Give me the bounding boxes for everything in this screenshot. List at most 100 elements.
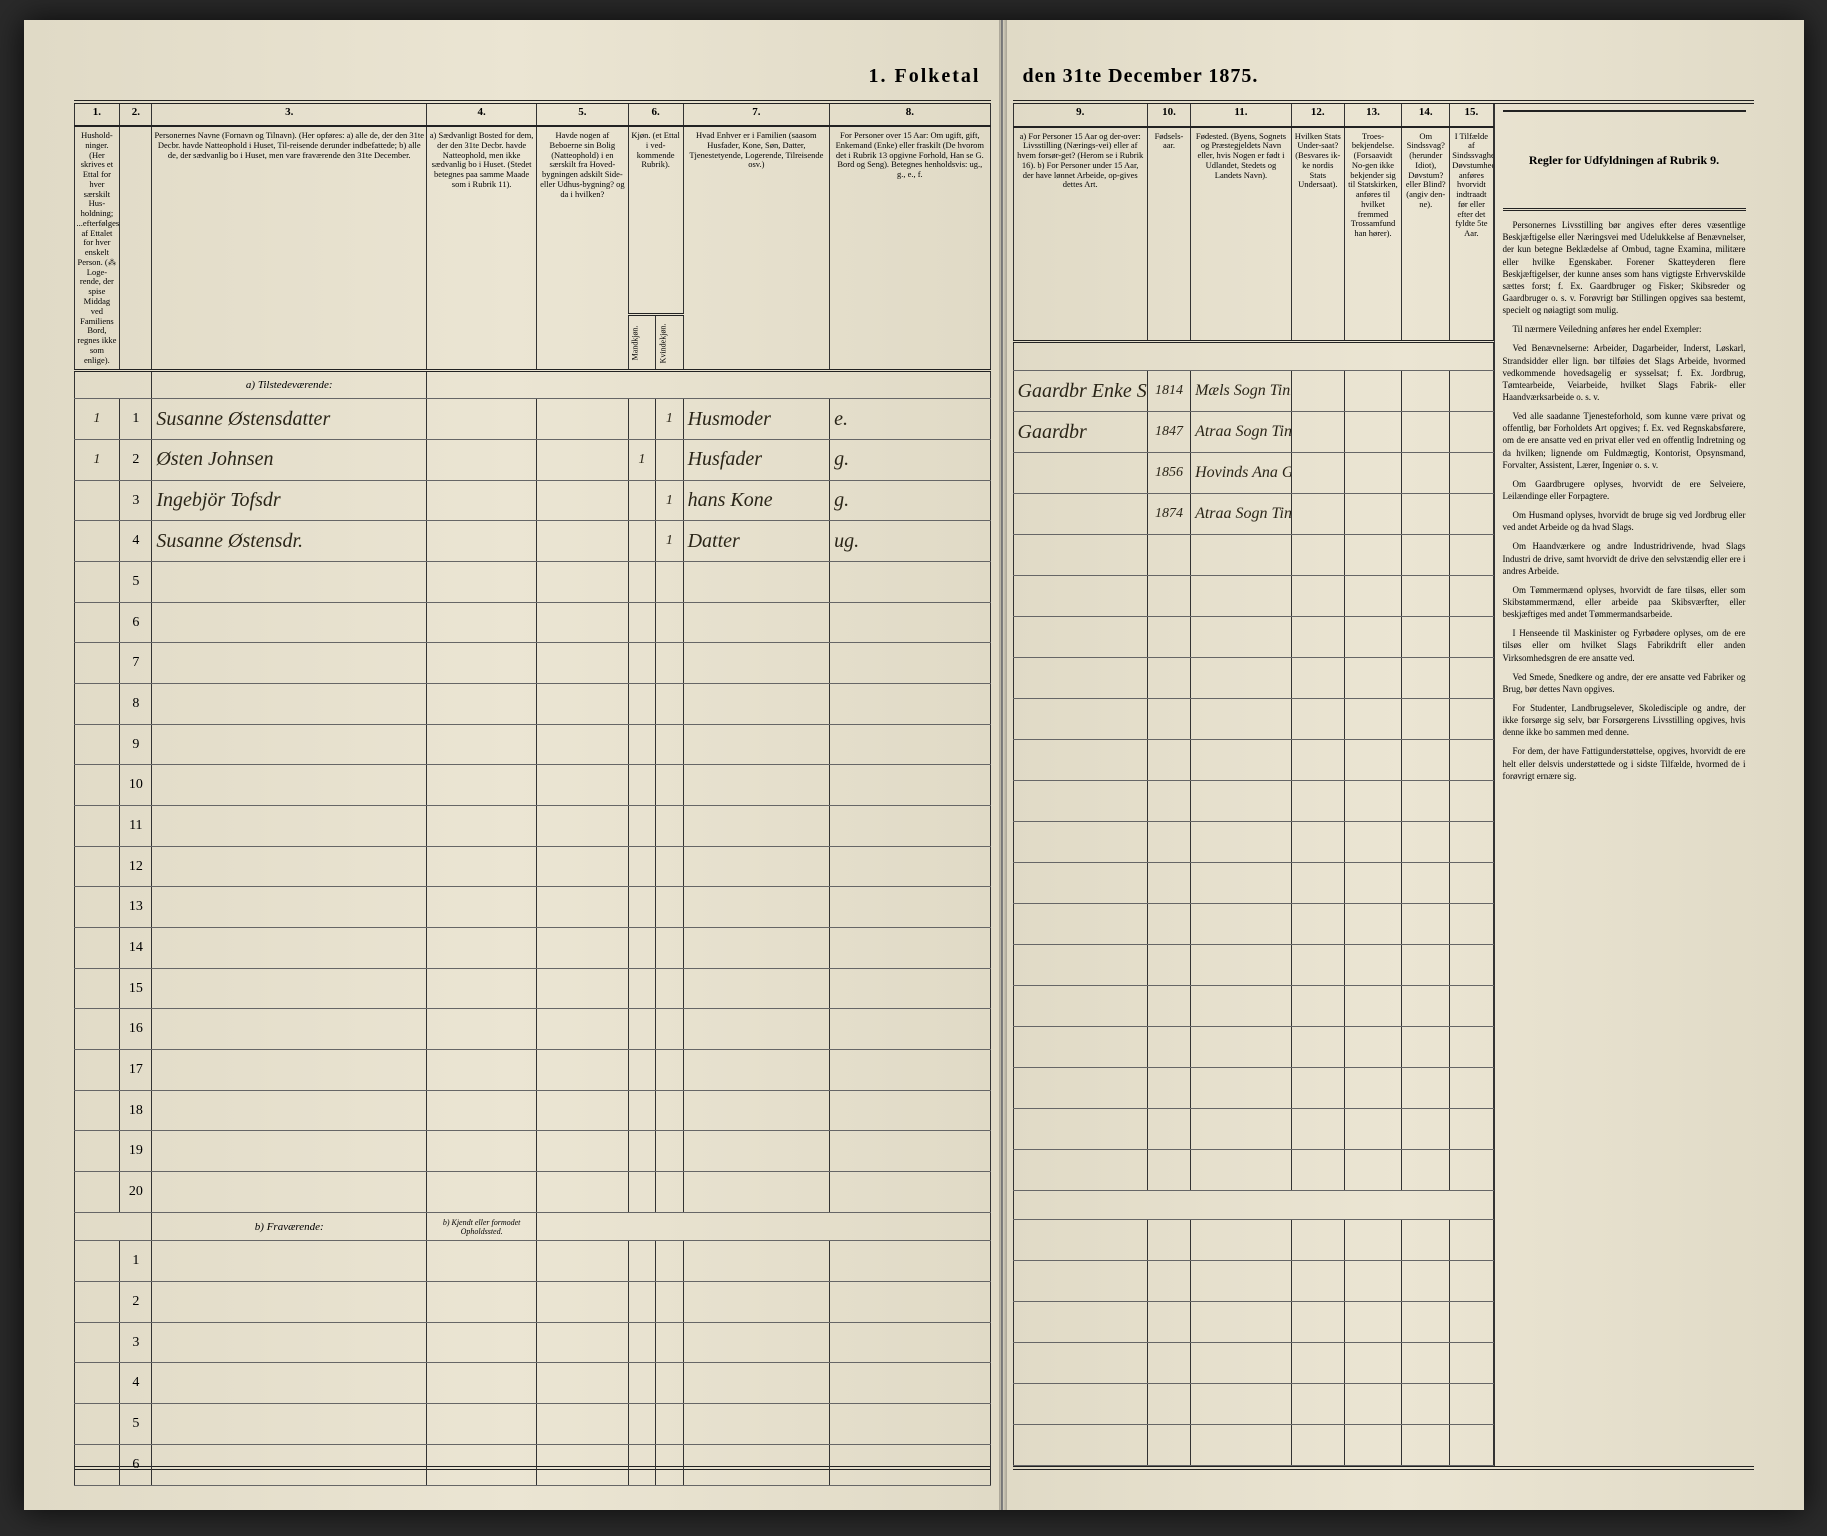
cell-name: Susanne Østensdatter <box>152 399 427 440</box>
cell-relation <box>683 602 830 643</box>
cell-female <box>656 928 683 969</box>
cell-residence <box>427 765 537 806</box>
cell-name: Ingebjör Tofsdr <box>152 480 427 521</box>
table-row <box>1013 1027 1493 1068</box>
cell-faith <box>1344 699 1402 740</box>
col-num: 7. <box>683 104 830 126</box>
header-household: Hushold-ninger. (Her skrives et Ettal fo… <box>74 126 120 371</box>
cell-name <box>152 887 427 928</box>
cell-outbuilding <box>537 928 629 969</box>
header-nationality: Hvilken Stats Under-saat? (Besvares ik-k… <box>1291 127 1344 342</box>
cell-birthplace <box>1191 740 1292 781</box>
cell-disability <box>1402 699 1450 740</box>
cell-household <box>74 765 120 806</box>
right-page: den 31te December 1875. 9. 10. 11. 12. 1… <box>1003 20 1804 1510</box>
cell-occupation <box>1013 453 1147 494</box>
cell-rownum: 16 <box>120 1009 152 1050</box>
cell-occupation <box>1013 494 1147 535</box>
cell-outbuilding <box>537 399 629 440</box>
cell-marital <box>830 562 990 603</box>
cell-disability <box>1402 453 1450 494</box>
cell-birthyear <box>1147 535 1190 576</box>
instruction-paragraph: Ved Smede, Snedkere og andre, der ere an… <box>1503 671 1746 695</box>
table-row: 20 <box>74 1172 990 1213</box>
header-female: Kvindekjøn. <box>656 315 683 371</box>
cell-occupation <box>1013 658 1147 699</box>
cell-faith <box>1344 576 1402 617</box>
cell-female <box>656 684 683 725</box>
cell-household <box>74 887 120 928</box>
cell-female <box>656 643 683 684</box>
cell-residence <box>427 968 537 1009</box>
cell-rownum: 13 <box>120 887 152 928</box>
cell-name <box>152 562 427 603</box>
cell-disability-age <box>1450 1109 1493 1150</box>
cell-household: 1 <box>74 440 120 481</box>
cell-disability <box>1402 740 1450 781</box>
cell-faith <box>1344 863 1402 904</box>
cell-disability-age <box>1450 822 1493 863</box>
cell-marital <box>830 684 990 725</box>
cell-female <box>656 887 683 928</box>
cell-residence <box>427 846 537 887</box>
table-row: 14 <box>74 928 990 969</box>
cell-disability-age <box>1450 863 1493 904</box>
left-table: 1. 2. 3. 4. 5. 6. 7. 8. Hushold-ninger. … <box>74 100 991 1470</box>
cell-disability <box>1402 1027 1450 1068</box>
table-row: Gaardbr Enke Selveier1814Mæls Sogn Tinne… <box>1013 371 1493 412</box>
table-row <box>1013 740 1493 781</box>
table-row: 12Østen Johnsen1Husfaderg. <box>74 440 990 481</box>
cell-disability <box>1402 576 1450 617</box>
cell-outbuilding <box>537 765 629 806</box>
cell-household <box>74 562 120 603</box>
cell-birthplace <box>1191 822 1292 863</box>
cell-male <box>628 1172 655 1213</box>
table-row: 6 <box>74 1444 990 1485</box>
table-row: 5 <box>74 1404 990 1445</box>
cell-relation <box>683 1090 830 1131</box>
cell-outbuilding <box>537 1090 629 1131</box>
header-disability-age: I Tilfælde af Sindssvaghed, Døvstumhed a… <box>1450 127 1493 342</box>
instruction-paragraph: I Henseende til Maskinister og Fyrbødere… <box>1503 627 1746 663</box>
cell-female <box>656 724 683 765</box>
cell-relation <box>683 806 830 847</box>
table-row: 6 <box>74 602 990 643</box>
cell-outbuilding <box>537 968 629 1009</box>
cell-household <box>74 602 120 643</box>
table-row <box>1013 699 1493 740</box>
cell-outbuilding <box>537 724 629 765</box>
cell-birthplace <box>1191 617 1292 658</box>
cell-faith <box>1344 945 1402 986</box>
census-ledger-spread: 1. Folketal 1. 2. 3. 4. 5. 6. 7. 8. <box>24 20 1804 1510</box>
cell-birthyear <box>1147 1109 1190 1150</box>
cell-male <box>628 684 655 725</box>
cell-household: 1 <box>74 399 120 440</box>
cell-outbuilding <box>537 521 629 562</box>
cell-relation <box>683 643 830 684</box>
table-row <box>1013 658 1493 699</box>
table-row: 4Susanne Østensdr.1Datterug. <box>74 521 990 562</box>
table-row <box>1013 1383 1493 1424</box>
cell-disability-age <box>1450 412 1493 453</box>
cell-rownum: 4 <box>120 521 152 562</box>
cell-male: 1 <box>628 440 655 481</box>
cell-faith <box>1344 1027 1402 1068</box>
cell-name <box>152 1090 427 1131</box>
table-row: 15 <box>74 968 990 1009</box>
header-birthyear: Fødsels-aar. <box>1147 127 1190 342</box>
cell-residence <box>427 521 537 562</box>
cell-female: 1 <box>656 480 683 521</box>
col-num: 2. <box>120 104 152 126</box>
instruction-paragraph: For dem, der have Fattigunderstøttelse, … <box>1503 745 1746 781</box>
cell-name <box>152 643 427 684</box>
cell-faith <box>1344 1109 1402 1150</box>
cell-faith <box>1344 781 1402 822</box>
instruction-paragraph: Ved Benævnelserne: Arbeider, Dagarbeider… <box>1503 342 1746 403</box>
cell-relation <box>683 1131 830 1172</box>
cell-disability <box>1402 535 1450 576</box>
instructions-column: Regler for Udfyldningen af Rubrik 9. Per… <box>1494 104 1754 1466</box>
cell-residence <box>427 1009 537 1050</box>
cell-outbuilding <box>537 562 629 603</box>
cell-faith <box>1344 658 1402 699</box>
cell-name: Susanne Østensdr. <box>152 521 427 562</box>
